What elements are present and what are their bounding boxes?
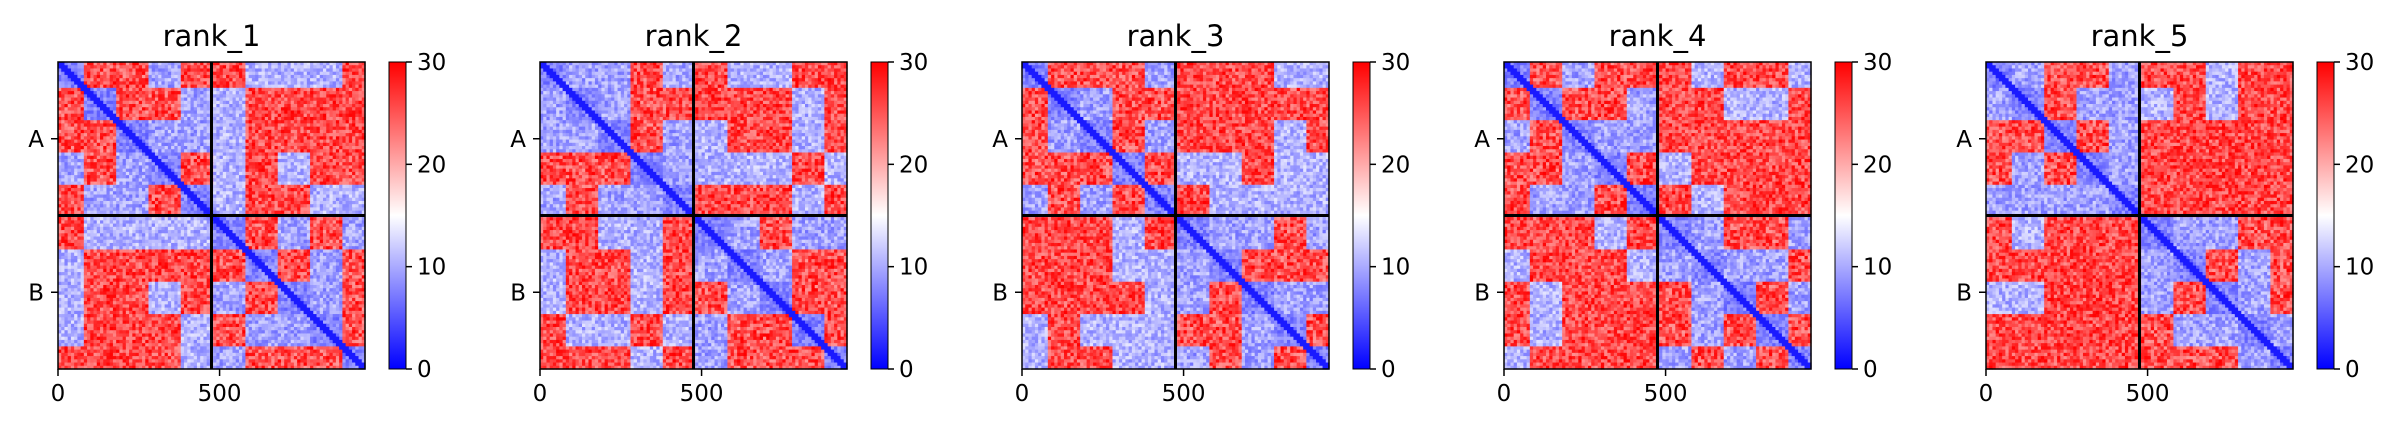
panel-title: rank_3 <box>1127 19 1225 53</box>
chain-label-B: B <box>992 280 1008 306</box>
chain-label-B: B <box>1956 280 1972 306</box>
chain-label-B: B <box>510 280 526 306</box>
colorbar-tick-label: 20 <box>2345 152 2374 178</box>
colorbar: 0 10 20 30 <box>1353 50 1410 383</box>
colorbar-tick-label: 20 <box>1381 152 1410 178</box>
chain-label-A: A <box>510 127 526 153</box>
colorbar: 0 10 20 30 <box>1835 50 1892 383</box>
colorbar: 0 10 20 30 <box>389 50 446 383</box>
chain-label-A: A <box>28 127 44 153</box>
colorbar-tick-label: 10 <box>1863 255 1892 281</box>
x-tick-label: 0 <box>51 381 66 407</box>
x-tick-label: 0 <box>533 381 548 407</box>
panel-title: rank_1 <box>163 19 261 53</box>
panel-rank_1: rank_1 0 500 A B 0 10 20 30 <box>28 19 446 407</box>
x-tick-label: 500 <box>680 381 724 407</box>
colorbar-tick-label: 30 <box>1863 50 1892 76</box>
panel-rank_3: rank_3 0 500 A B 0 10 20 30 <box>992 19 1410 407</box>
x-tick-label: 500 <box>198 381 242 407</box>
colorbar-gradient <box>389 62 406 369</box>
colorbar-tick-label: 10 <box>417 255 446 281</box>
colorbar-tick-label: 0 <box>1863 357 1878 383</box>
colorbar-tick-label: 20 <box>417 152 446 178</box>
colorbar-tick-label: 10 <box>1381 255 1410 281</box>
chain-label-A: A <box>992 127 1008 153</box>
colorbar-tick-label: 0 <box>899 357 914 383</box>
chain-label-B: B <box>28 280 44 306</box>
colorbar-tick-label: 0 <box>417 357 432 383</box>
colorbar-tick-label: 0 <box>2345 357 2360 383</box>
panel-rank_4: rank_4 0 500 A B 0 10 20 30 <box>1474 19 1892 407</box>
colorbar-gradient <box>1835 62 1852 369</box>
panel-title: rank_5 <box>2091 19 2189 53</box>
chain-label-A: A <box>1956 127 1972 153</box>
colorbar-tick-label: 30 <box>1381 50 1410 76</box>
x-tick-label: 0 <box>1979 381 1994 407</box>
colorbar-tick-label: 20 <box>899 152 928 178</box>
colorbar-tick-label: 30 <box>417 50 446 76</box>
chain-label-A: A <box>1474 127 1490 153</box>
panel-title: rank_4 <box>1609 19 1707 53</box>
colorbar-gradient <box>1353 62 1370 369</box>
chain-label-B: B <box>1474 280 1490 306</box>
x-tick-label: 500 <box>2126 381 2170 407</box>
colorbar-tick-label: 0 <box>1381 357 1396 383</box>
x-tick-label: 500 <box>1644 381 1688 407</box>
panel-rank_5: rank_5 0 500 A B 0 10 20 30 <box>1956 19 2374 407</box>
colorbar: 0 10 20 30 <box>2317 50 2374 383</box>
colorbar-tick-label: 10 <box>2345 255 2374 281</box>
colorbar-tick-label: 10 <box>899 255 928 281</box>
x-tick-label: 500 <box>1162 381 1206 407</box>
x-tick-label: 0 <box>1497 381 1512 407</box>
panel-title: rank_2 <box>645 19 743 53</box>
colorbar-gradient <box>871 62 888 369</box>
colorbar-gradient <box>2317 62 2334 369</box>
x-tick-label: 0 <box>1015 381 1030 407</box>
colorbar-tick-label: 20 <box>1863 152 1892 178</box>
colorbar-tick-label: 30 <box>899 50 928 76</box>
colorbar: 0 10 20 30 <box>871 50 928 383</box>
panel-rank_2: rank_2 0 500 A B 0 10 20 30 <box>510 19 928 407</box>
colorbar-tick-label: 30 <box>2345 50 2374 76</box>
